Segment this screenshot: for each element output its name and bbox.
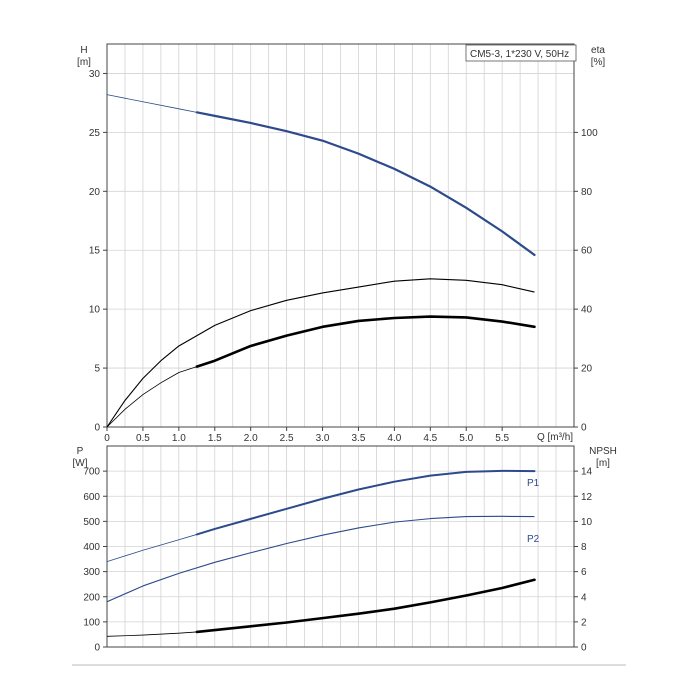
bottom-right-axis-title: NPSH xyxy=(589,446,617,457)
series-line xyxy=(106,515,535,603)
x-axis-tick-label: 3.5 xyxy=(352,433,366,444)
x-axis-tick-label: 2.0 xyxy=(244,433,258,444)
series-0-1 xyxy=(106,278,535,428)
top-left-axis-unit: [m] xyxy=(77,57,91,68)
right-axis-tick-label: 2 xyxy=(581,617,587,628)
x-axis-tick-label: 5.0 xyxy=(459,433,473,444)
left-axis-tick-label: 5 xyxy=(94,364,100,375)
left-axis-tick-label: 30 xyxy=(89,69,101,80)
left-axis-tick-label: 10 xyxy=(89,305,101,316)
bottom-left-axis-unit: [W] xyxy=(73,458,88,469)
head-efficiency-panel: 0 5 10 15 20 25 30 0 20 40 60 80 100 0 0.5 1.0 1.5 2.0 2.5… xyxy=(89,43,598,444)
left-axis-tick-label: 700 xyxy=(83,467,100,478)
left-axis-tick-label: 400 xyxy=(83,542,100,553)
right-axis-tick-label: 6 xyxy=(581,567,587,578)
series-line-extension xyxy=(106,631,197,637)
series-line xyxy=(195,469,536,536)
series-line xyxy=(195,578,536,634)
series-0-2 xyxy=(106,315,536,428)
power-npsh-panel: 0 100 200 300 400 500 600 700 0 2 4 6 8 10 12 14 xyxy=(83,445,593,654)
x-axis-tick-label: 0.5 xyxy=(136,433,150,444)
top-right-axis-unit: [%] xyxy=(591,57,606,68)
right-axis-tick-label: 8 xyxy=(581,542,587,553)
right-axis-tick-label: 80 xyxy=(581,187,593,198)
left-axis-tick-label: 300 xyxy=(83,567,100,578)
series-0-0 xyxy=(106,94,536,257)
series-label-p1: P1 xyxy=(527,478,540,489)
bottom-right-axis-unit: [m] xyxy=(596,458,610,469)
series-label-p2: P2 xyxy=(527,534,540,545)
right-axis-tick-label: 12 xyxy=(581,492,593,503)
top-left-axis-title: H xyxy=(80,45,87,56)
series-line xyxy=(195,315,536,368)
x-axis-tick-label: 2.5 xyxy=(280,433,294,444)
left-axis-tick-label: 0 xyxy=(94,643,100,654)
series-line xyxy=(195,111,536,257)
right-axis-tick-label: 60 xyxy=(581,246,593,257)
left-axis-tick-label: 15 xyxy=(89,246,101,257)
series-1-2 xyxy=(106,578,536,637)
x-axis-tick-label: 1.5 xyxy=(208,433,222,444)
right-axis-tick-label: 4 xyxy=(581,592,587,603)
left-axis-tick-label: 100 xyxy=(83,617,100,628)
right-axis-tick-label: 40 xyxy=(581,305,593,316)
x-axis-tick-label: 4.0 xyxy=(387,433,401,444)
x-axis-tick-label: 3.0 xyxy=(316,433,330,444)
x-axis-label: Q [m³/h] xyxy=(537,432,573,443)
series-line-extension xyxy=(106,94,197,113)
left-axis-tick-label: 20 xyxy=(89,187,101,198)
right-axis-tick-label: 0 xyxy=(581,423,587,434)
series-p1 xyxy=(106,469,536,562)
right-axis-tick-label: 0 xyxy=(581,643,587,654)
left-axis-tick-label: 0 xyxy=(94,423,100,434)
right-axis-tick-label: 14 xyxy=(581,467,593,478)
x-axis-tick-label: 0 xyxy=(104,433,110,444)
left-axis-tick-label: 500 xyxy=(83,517,100,528)
series-line-extension xyxy=(106,366,197,428)
legend-box: CM5-3, 1*230 V, 50Hz xyxy=(465,44,577,62)
right-axis-tick-label: 10 xyxy=(581,517,593,528)
legend-text: CM5-3, 1*230 V, 50Hz xyxy=(470,49,569,60)
left-axis-tick-label: 25 xyxy=(89,128,101,139)
left-axis-tick-label: 600 xyxy=(83,492,100,503)
top-right-axis-title: eta xyxy=(591,45,605,56)
x-axis-tick-label: 5.5 xyxy=(495,433,509,444)
bottom-left-axis-title: P xyxy=(77,446,84,457)
right-axis-tick-label: 20 xyxy=(581,364,593,375)
series-p2 xyxy=(106,515,535,603)
x-axis-tick-label: 1.0 xyxy=(172,433,186,444)
left-axis-tick-label: 200 xyxy=(83,592,100,603)
series-line-extension xyxy=(106,534,197,562)
series-line xyxy=(106,278,535,428)
x-axis-tick-label: 4.5 xyxy=(423,433,437,444)
plot-frame xyxy=(106,43,575,428)
right-axis-tick-label: 100 xyxy=(581,128,598,139)
